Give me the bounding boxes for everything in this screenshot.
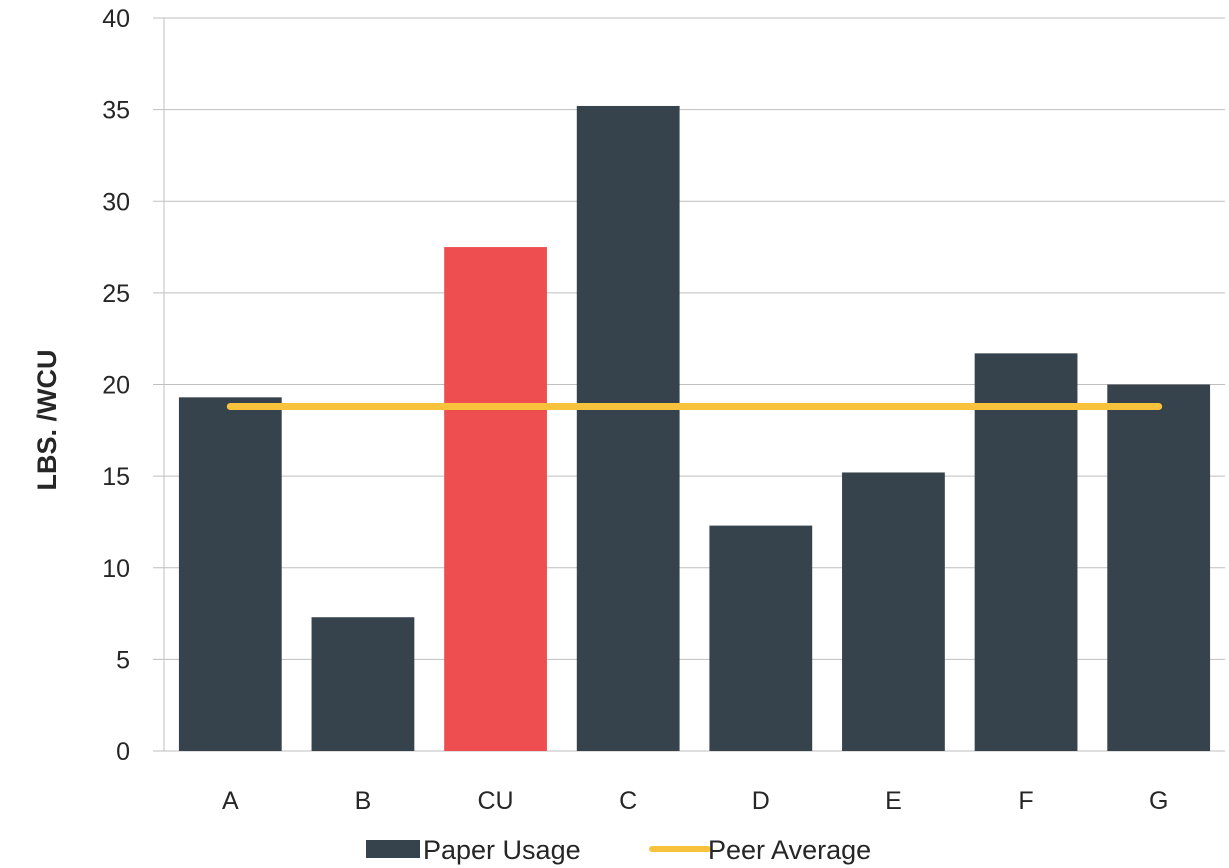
bar-a (178, 397, 282, 751)
y-tick-label: 30 (102, 188, 130, 216)
y-tick-label: 5 (116, 646, 130, 674)
x-tick-label: D (752, 787, 770, 815)
y-axis-title: LBS. /WCU (32, 350, 62, 491)
x-tick-label: E (885, 787, 902, 815)
legend-label-peer-average: Peer Average (708, 835, 871, 865)
bar-b (311, 617, 415, 751)
y-tick-label: 35 (102, 97, 130, 125)
bar-g (1107, 384, 1211, 751)
x-tick-label: CU (478, 787, 514, 815)
x-tick-label: G (1149, 787, 1168, 815)
x-tick-label: B (355, 787, 372, 815)
bar-e (842, 472, 945, 751)
y-tick-label: 15 (102, 463, 130, 491)
x-axis-tick-labels: A B CU C D E F G (222, 787, 1168, 815)
bar-f (974, 353, 1078, 751)
legend-swatch-paper-usage (366, 840, 420, 858)
bar-d (709, 525, 813, 751)
bar-cu (444, 247, 547, 751)
legend-label-paper-usage: Paper Usage (423, 835, 581, 865)
y-tick-label: 40 (102, 5, 130, 33)
y-tick-label: 25 (102, 280, 130, 308)
x-tick-label: C (619, 787, 637, 815)
legend: Paper Usage Peer Average (366, 835, 871, 865)
x-tick-label: F (1018, 787, 1033, 815)
bar-c (576, 105, 680, 751)
y-tick-label: 0 (116, 738, 130, 766)
y-tick-label: 20 (102, 372, 130, 400)
bars (178, 105, 1211, 751)
y-tick-label: 10 (102, 555, 130, 583)
y-axis-tick-labels: 0 5 10 15 20 25 30 35 40 (102, 5, 130, 766)
x-tick-label: A (222, 787, 239, 815)
